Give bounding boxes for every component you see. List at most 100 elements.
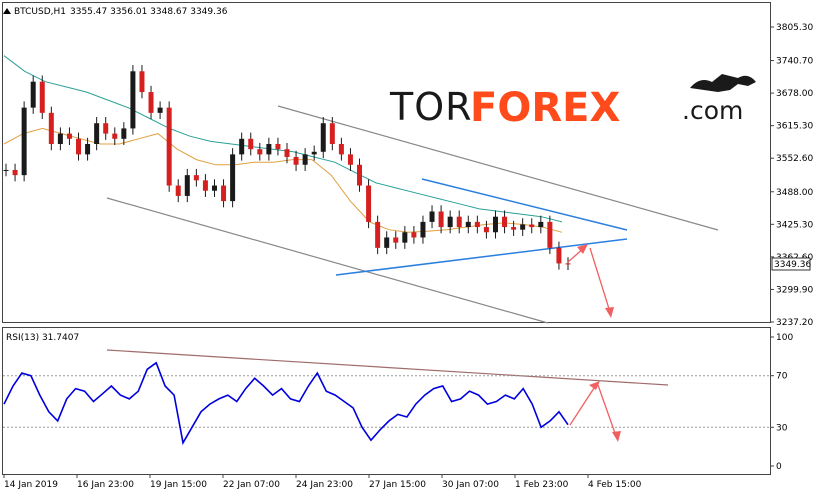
rsi-tick-label: 70 <box>776 372 788 382</box>
price-candle <box>12 169 18 176</box>
rsi-line <box>3 361 569 446</box>
price-candle <box>547 221 553 248</box>
price-candle <box>511 227 517 230</box>
price-candle <box>30 81 36 108</box>
price-candle <box>474 221 480 228</box>
time-tick-label: 4 Feb 15:00 <box>588 480 642 490</box>
price-candle <box>85 143 91 155</box>
price-forecast-down-arrow <box>589 247 611 313</box>
price-candle <box>121 128 127 139</box>
logo-part-tor: TOR <box>389 85 473 129</box>
price-tick-label: 3552.60 <box>776 154 813 164</box>
rsi-tick-label: 30 <box>776 423 788 433</box>
price-candle <box>211 185 217 191</box>
rsi-forecast-down-arrow <box>597 384 617 437</box>
channel-upper-line <box>277 105 719 231</box>
price-candle <box>266 143 272 155</box>
trend-lines <box>106 105 719 386</box>
price-candle <box>130 71 136 129</box>
price-candle <box>48 112 54 144</box>
price-panel-frame <box>2 2 771 323</box>
price-series <box>3 65 571 270</box>
price-candle <box>94 123 100 144</box>
current-price-label: 3349.36 <box>774 260 811 270</box>
price-candle <box>230 154 236 202</box>
price-candle <box>302 154 308 165</box>
price-candle <box>221 185 227 202</box>
price-candle <box>293 156 299 165</box>
price-candle <box>248 138 254 150</box>
bull-bear-icon <box>690 74 756 92</box>
price-candle <box>21 107 27 176</box>
price-candle <box>257 149 263 155</box>
price-tick-label: 3488.00 <box>776 188 813 198</box>
price-candle <box>357 164 363 186</box>
price-candle <box>76 138 82 155</box>
price-candle <box>284 149 290 157</box>
price-candle <box>139 71 145 93</box>
price-candle <box>520 224 526 230</box>
time-tick-label: 1 Feb 23:00 <box>515 480 569 490</box>
price-candle <box>529 224 535 228</box>
price-candle <box>366 185 372 222</box>
price-candle <box>347 154 353 165</box>
price-candle <box>465 221 471 228</box>
time-tick-label: 14 Jan 2019 <box>4 480 58 490</box>
triangle-upper-line <box>421 178 628 231</box>
rsi-series <box>3 361 569 446</box>
price-tick-label: 3678.00 <box>776 89 813 99</box>
rsi-label: RSI(13) 31.7407 <box>6 333 79 343</box>
ohlc-values: 3355.47 3356.01 3348.67 3349.36 <box>70 7 228 17</box>
price-candle <box>184 175 190 196</box>
price-candle <box>166 107 172 186</box>
price-candle <box>447 216 453 228</box>
price-candle <box>193 175 199 181</box>
price-axis: 3805.30 3740.70 3678.00 3615.30 3552.60 3488.… <box>770 23 813 328</box>
price-candle <box>239 138 245 155</box>
price-tick-label: 3805.30 <box>776 23 813 33</box>
forecast-arrows <box>567 244 621 442</box>
time-tick-label: 22 Jan 07:00 <box>223 480 280 490</box>
price-candle <box>57 133 63 144</box>
triangle-lower-line <box>335 238 628 276</box>
rsi-forecast-up-arrow <box>569 384 597 426</box>
price-candle <box>402 232 408 243</box>
price-tick-label: 3237.20 <box>776 318 813 328</box>
symbol-label: BTCUSD,H1 <box>14 7 66 17</box>
price-candle <box>39 81 45 113</box>
channel-lower-line <box>106 197 549 324</box>
time-tick-label: 30 Jan 07:00 <box>442 480 499 490</box>
price-candle <box>311 151 317 155</box>
price-candle <box>103 123 109 134</box>
current-price-marker: 3349.36 <box>771 257 811 271</box>
time-tick-label: 24 Jan 23:00 <box>296 480 353 490</box>
time-axis: 14 Jan 2019 16 Jan 23:00 19 Jan 15:00 22 Ja… <box>3 474 642 490</box>
logo-part-com: .com <box>682 96 743 125</box>
price-candle <box>338 143 344 155</box>
price-candle <box>148 92 154 113</box>
price-candle <box>456 216 462 228</box>
logo-part-forex: FOREX <box>470 85 620 131</box>
time-tick-label: 16 Jan 23:00 <box>77 480 134 490</box>
price-candle <box>429 211 435 222</box>
rsi-trend-line <box>106 349 669 386</box>
price-candle <box>438 211 444 228</box>
rsi-axis: 100 70 30 0 <box>3 333 793 472</box>
price-candle <box>483 227 489 233</box>
price-tick-label: 3615.30 <box>776 122 813 132</box>
rsi-up-arrowhead <box>589 381 600 390</box>
price-candle <box>420 221 426 238</box>
rsi-down-arrowhead <box>612 431 621 442</box>
price-candle <box>175 185 181 196</box>
price-candle <box>492 216 498 233</box>
price-candle <box>329 123 335 144</box>
moving-average-slow <box>3 55 563 223</box>
time-tick-label: 27 Jan 15:00 <box>369 480 426 490</box>
price-candle <box>320 123 326 152</box>
price-candle <box>275 143 281 150</box>
rsi-panel-frame <box>2 327 771 475</box>
price-candle <box>411 232 417 238</box>
price-candle <box>157 107 163 113</box>
time-tick-label: 19 Jan 15:00 <box>150 480 207 490</box>
